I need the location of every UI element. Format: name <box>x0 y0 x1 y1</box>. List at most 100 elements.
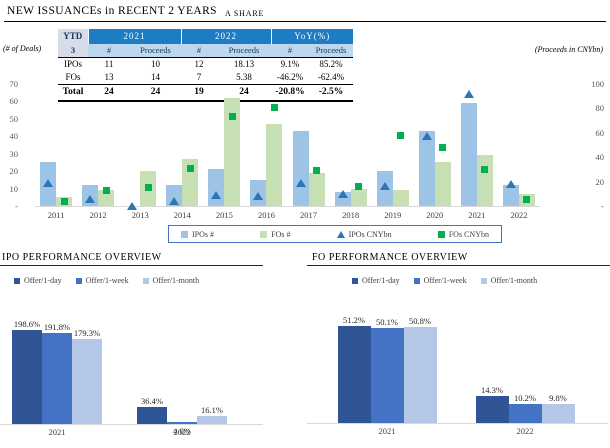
legend-item-fos-count: FOs # <box>260 229 291 239</box>
bar-data-label: 10.2% <box>514 392 536 403</box>
x-axis-label: 2014 <box>173 210 191 220</box>
table-cell: 5.38 <box>236 72 252 82</box>
performance-bar <box>167 422 197 424</box>
offer-1week-swatch-icon <box>75 277 82 284</box>
ipo-chart-legend: Offer/1-day Offer/1-week Offer/1-month <box>14 276 199 285</box>
table-row-fos: FOs 13 14 7 5.38 -46.2% -62.4% <box>58 71 353 85</box>
ipo-count-bar <box>502 185 519 206</box>
x-axis-label: 2016 <box>257 210 275 220</box>
bar-data-label: 4.0% <box>173 426 191 436</box>
right-axis-tick: 20 <box>595 176 605 187</box>
left-axis-tick: 50 <box>9 113 19 124</box>
x-axis-line <box>0 424 263 425</box>
ipo-proceeds-marker <box>463 89 474 98</box>
performance-bar <box>403 326 437 423</box>
x-axis-label: 2013 <box>131 210 149 220</box>
fos-proceeds-square-icon <box>437 230 445 238</box>
right-axis-tick: - <box>601 201 604 211</box>
table-cell: 85.2% <box>319 59 343 69</box>
x-axis-label: 2018 <box>342 210 360 220</box>
bar-data-label: 51.2% <box>343 315 365 325</box>
fo-section-title: FO PERFORMANCE OVERVIEW <box>312 252 468 263</box>
x-axis-label: 2022 <box>510 210 528 220</box>
x-axis-label: 2022 <box>173 427 191 437</box>
legend-item-ipos-count: IPOs # <box>181 230 214 239</box>
ipo-proceeds-marker <box>337 189 348 198</box>
left-axis-tick: 70 <box>9 79 19 89</box>
ipo-proceeds-marker <box>253 192 264 201</box>
table-cell: 19 <box>181 84 217 102</box>
ipo-performance-chart: 198.6% 191.8% 179.3% 2021 36.4% 4.0% 16.1% 2022 <box>0 300 305 448</box>
bar-data-label: 50.1% <box>376 317 398 328</box>
fo-section-divider <box>307 265 610 266</box>
x-axis-label: 2019 <box>384 210 402 220</box>
col-group-2022: 2022 <box>180 29 271 44</box>
performance-bar <box>42 333 72 424</box>
ytd-summary-table: YTD 2021 2022 YoY(%) 3 # Proceeds # Proc… <box>58 29 353 102</box>
fo-count-bar <box>392 190 409 206</box>
fo-proceeds-marker <box>60 197 68 205</box>
ipo-proceeds-marker <box>379 182 390 191</box>
bar-data-label: 191.8% <box>43 322 71 333</box>
bar-data-label: 179.3% <box>73 328 101 339</box>
offer-1day-swatch-icon <box>352 277 358 284</box>
row-label: IPOs <box>63 59 82 69</box>
fo-count-bar <box>224 97 241 206</box>
legend-label: FOs CNYbn <box>448 229 489 239</box>
ipo-count-bar <box>460 103 477 206</box>
row-label: FOs <box>65 72 81 82</box>
ytd-label-cell: YTD <box>58 29 88 44</box>
table-cell: 18.13 <box>233 59 255 69</box>
x-axis-label: 2021 <box>48 427 66 437</box>
left-axis-tick: 10 <box>9 183 19 194</box>
fo-proceeds-marker <box>228 113 236 121</box>
new-issuance-chart-legend: IPOs # FOs # IPOs CNYbn FOs CNYbn <box>168 225 502 243</box>
fo-proceeds-marker <box>397 131 405 139</box>
ipos-proceeds-triangle-icon <box>336 230 345 238</box>
right-axis-tick: 40 <box>595 152 605 163</box>
fo-count-bar <box>308 172 325 206</box>
x-axis-label: 2015 <box>215 210 233 220</box>
x-axis-label: 2020 <box>426 210 444 220</box>
legend-label: Offer/1-week <box>423 276 467 285</box>
fo-performance-chart: 51.2% 50.1% 50.8% 2021 14.3% 10.2% 9.8% 2022 <box>305 300 610 448</box>
legend-item-fos-proceeds: FOs CNYbn <box>437 229 489 239</box>
fos-count-swatch-icon <box>260 230 268 238</box>
offer-1month-swatch-icon <box>142 277 149 284</box>
ipos-count-swatch-icon <box>181 230 188 238</box>
ipo-count-bar <box>292 131 309 206</box>
page-title: NEW ISSUANCEs in RECENT 2 YEARS <box>7 5 217 17</box>
fo-proceeds-marker <box>481 165 489 173</box>
fo-count-bar <box>476 155 493 206</box>
performance-bar <box>508 403 542 423</box>
ipo-proceeds-marker <box>43 178 54 187</box>
bar-data-label: 9.8% <box>549 393 567 404</box>
page-subtitle: A SHARE <box>225 9 265 18</box>
fo-proceeds-marker <box>102 186 110 194</box>
offer-1day-swatch-icon <box>14 277 20 284</box>
table-cell: 13 <box>104 72 114 82</box>
subheader-cell: Proceeds <box>130 44 181 58</box>
subheader-cell: # <box>271 44 309 58</box>
x-axis-label: 2017 <box>300 210 318 220</box>
ipo-section-divider <box>0 265 263 266</box>
performance-bar <box>475 395 509 423</box>
legend-item-ipos-proceeds: IPOs CNYbn <box>336 230 392 239</box>
left-axis-tick: 30 <box>9 148 19 159</box>
legend-label: IPOs # <box>192 229 215 239</box>
fo-count-bar <box>266 124 283 206</box>
ipo-proceeds-marker <box>295 178 306 187</box>
right-axis-tick: 80 <box>595 103 605 114</box>
subheader-cell: Proceeds <box>309 44 353 58</box>
table-cell: 10 <box>151 59 160 69</box>
fo-proceeds-marker <box>144 184 152 192</box>
performance-bar <box>72 339 102 424</box>
x-axis-label: 2011 <box>47 210 65 220</box>
fo-proceeds-marker <box>270 103 278 111</box>
legend-label: FOs # <box>271 229 291 239</box>
table-cell: 14 <box>151 72 160 82</box>
table-row-total: Total 24 24 19 24 -20.8% -2.5% <box>58 84 353 102</box>
ipo-proceeds-marker <box>421 132 432 141</box>
bar-data-label: 50.8% <box>409 315 431 326</box>
new-issuance-chart: 70 60 50 40 30 20 10 - 100 80 60 40 20 - 2011 2012 2013 2… <box>0 78 610 224</box>
